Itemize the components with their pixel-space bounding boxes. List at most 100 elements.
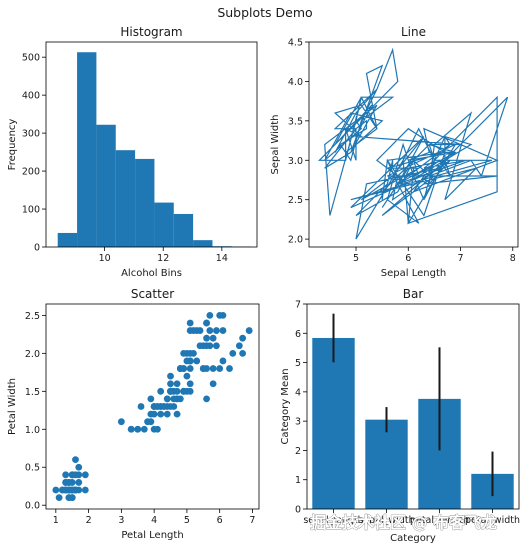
- line-series: [317, 47, 509, 240]
- histogram-bar: [96, 124, 116, 247]
- scatter-point: [157, 410, 165, 418]
- scatter-xtick-label: 2: [86, 515, 92, 526]
- histogram-ytick-label: 400: [22, 91, 40, 102]
- histogram-title: Histogram: [120, 25, 182, 39]
- bar-panel: Bar 01234567sepal_lengthsepal_widthpetal…: [280, 287, 520, 544]
- scatter-point: [81, 486, 89, 494]
- scatter-xtick-label: 4: [151, 515, 157, 526]
- bar-ytick-label: 6: [295, 329, 301, 340]
- scatter-point: [68, 471, 76, 479]
- scatter-point: [203, 395, 210, 403]
- scatter-point: [52, 486, 60, 494]
- scatter-point: [193, 357, 201, 365]
- line-xtick-label: 6: [405, 253, 411, 264]
- line-ytick-label: 3.5: [288, 116, 303, 127]
- scatter-point: [62, 471, 70, 479]
- scatter-point: [203, 334, 210, 342]
- scatter-ytick-label: 0.5: [25, 463, 40, 474]
- scatter-xtick-label: 6: [217, 515, 223, 526]
- bar-title: Bar: [403, 287, 424, 301]
- scatter-xtick-label: 7: [249, 515, 255, 526]
- histogram-ytick-label: 200: [22, 167, 40, 178]
- scatter-xlabel: Petal Length: [121, 530, 183, 541]
- scatter-point: [209, 334, 217, 342]
- bar-xtick-label: petal_length: [410, 515, 469, 526]
- scatter-point: [196, 342, 204, 350]
- histogram-ylabel: Frequency: [7, 119, 18, 171]
- histogram-panel: Histogram 0 100 200 300 400 500 10 12 14 Alcohol…: [7, 25, 258, 279]
- scatter-point: [72, 456, 79, 464]
- scatter-axes-frame: [45, 303, 260, 510]
- scatter-point: [173, 387, 181, 395]
- bar-bars: [312, 313, 514, 509]
- scatter-point: [150, 410, 158, 418]
- scatter-point: [65, 494, 73, 502]
- histogram-ytick-label: 300: [22, 129, 40, 140]
- scatter-xtick-label: 3: [118, 515, 124, 526]
- scatter-point: [55, 494, 63, 502]
- histogram-bar: [173, 213, 194, 247]
- scatter-point: [196, 327, 204, 334]
- histogram-xtick-label: 14: [216, 253, 228, 264]
- scatter-point: [219, 357, 227, 365]
- bar-ytick-label: 4: [295, 387, 301, 398]
- scatter-point: [229, 349, 237, 357]
- bar-rect: [365, 419, 408, 509]
- scatter-point: [160, 403, 168, 410]
- scatter-point: [75, 463, 83, 471]
- scatter-point: [186, 365, 194, 372]
- scatter-point: [239, 349, 247, 357]
- scatter-point: [183, 372, 191, 380]
- histogram-ytick-label: 500: [22, 53, 40, 64]
- histogram-bar: [154, 202, 174, 247]
- line-ylabel: Sepal Width: [270, 115, 281, 175]
- scatter-point: [235, 342, 243, 350]
- scatter-ytick-label: 2.5: [25, 311, 40, 322]
- scatter-ytick-label: 2.0: [25, 349, 40, 360]
- scatter-point: [219, 327, 227, 334]
- bar-xtick-label: sepal_width: [358, 515, 414, 526]
- histogram-axes-frame: [45, 41, 258, 248]
- histogram-xtick-label: 12: [157, 253, 169, 264]
- watermark: 掘金技术社区 @ 布客飞龙: [310, 513, 497, 532]
- line-xtick-label: 8: [510, 253, 516, 264]
- bar-xlabel: Category: [390, 533, 436, 544]
- scatter-point: [167, 380, 174, 388]
- scatter-point: [65, 479, 73, 486]
- scatter-point: [219, 311, 227, 319]
- scatter-ytick-label: 1.0: [25, 425, 40, 436]
- bar-ticks: 0 1 2 3 4 5 6 7 sepal_lengthsepal_widthpetal_len…: [295, 300, 520, 527]
- scatter-point: [117, 418, 125, 426]
- bar-ytick-label: 7: [295, 300, 301, 311]
- scatter-point: [154, 403, 161, 410]
- bar-ytick-label: 2: [295, 446, 301, 457]
- bar-ylabel: Category Mean: [280, 368, 291, 444]
- line-ytick-label: 2.0: [288, 235, 303, 246]
- scatter-ytick-label: 0.0: [25, 501, 40, 512]
- scatter-point: [203, 342, 210, 350]
- scatter-point: [213, 342, 220, 350]
- scatter-point: [65, 486, 73, 494]
- line-ytick-label: 4.0: [288, 77, 303, 88]
- bar-ytick-label: 3: [295, 417, 301, 428]
- scatter-point: [186, 380, 194, 388]
- scatter-point: [213, 327, 220, 334]
- scatter-point: [209, 365, 217, 372]
- bar-ytick-label: 0: [295, 505, 301, 516]
- scatter-point: [245, 327, 253, 334]
- histogram-ytick-label: 100: [22, 205, 40, 216]
- scatter-point: [147, 395, 155, 403]
- histogram-bar: [193, 240, 213, 247]
- scatter-point: [183, 357, 191, 365]
- scatter-points: [52, 311, 253, 502]
- bar-ytick-label: 1: [295, 475, 301, 486]
- scatter-point: [157, 387, 165, 395]
- scatter-ylabel: Petal Width: [7, 378, 18, 435]
- histogram-bars: [57, 52, 252, 247]
- histogram-bar: [135, 158, 155, 247]
- scatter-point: [209, 380, 217, 388]
- histogram-ytick-label: 0: [34, 243, 40, 254]
- histogram-xtick-label: 10: [99, 253, 111, 264]
- scatter-point: [206, 311, 214, 319]
- scatter-xtick-label: 5: [184, 515, 190, 526]
